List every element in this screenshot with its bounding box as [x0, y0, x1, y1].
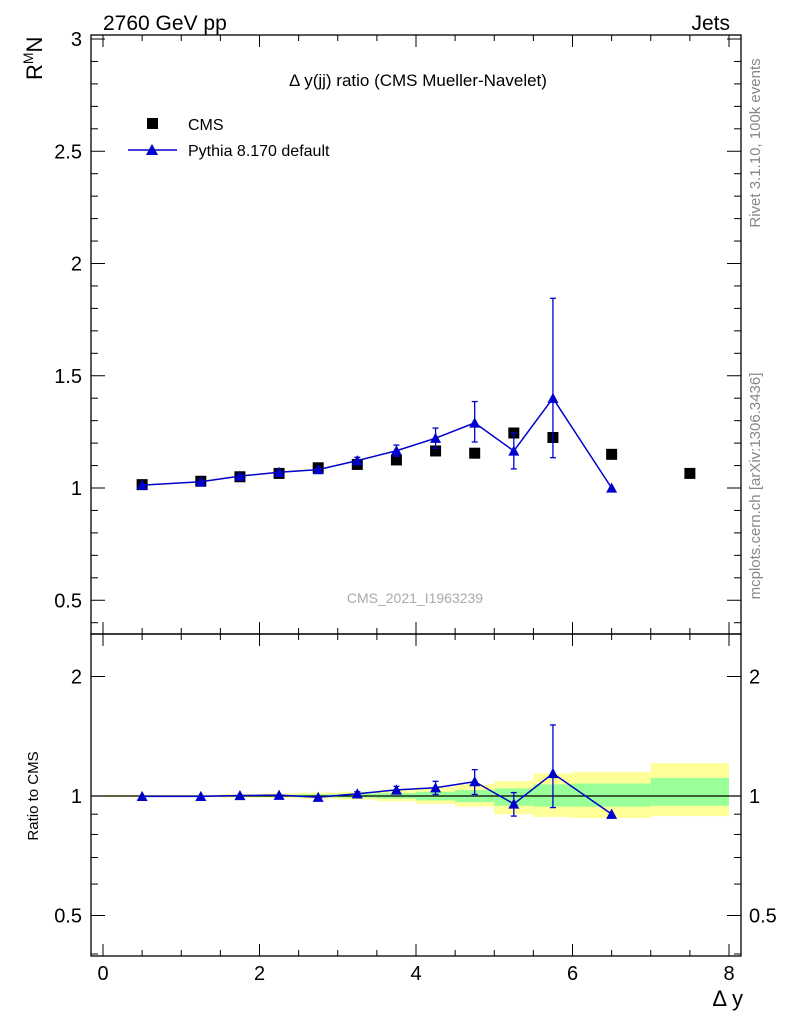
x-tick-label: 2: [254, 963, 265, 985]
y-tick-label-main: 3: [71, 29, 82, 51]
ratio-pythia-point: [312, 791, 324, 802]
y-tick-label-ratio-right: 0.5: [749, 906, 777, 928]
x-axis-label: Δ y: [712, 986, 743, 1011]
pythia-point: [606, 482, 618, 493]
y-axis-label-ratio: Ratio to CMS: [25, 751, 42, 840]
pythia-point: [234, 470, 246, 481]
x-tick-label: 4: [410, 963, 421, 985]
cms-point: [469, 447, 481, 459]
y-tick-label-ratio: 0.5: [54, 906, 82, 928]
x-tick-label: 0: [97, 963, 108, 985]
y-tick-label-main: 1.5: [54, 366, 82, 388]
ratio-pythia-point: [508, 798, 520, 809]
y-tick-label-ratio: 2: [71, 666, 82, 688]
ratio-pythia-point: [136, 790, 148, 802]
ratio-pythia-point: [606, 808, 618, 819]
rivet-info: Rivet 3.1.10, 100k events: [747, 58, 764, 227]
svg-text:RMN: RMN: [20, 37, 47, 80]
chart-layers: 0 2 4 6 8 0.5 1 1.5 2 2.5 3 0.5 0.5 1 1 2 2: [54, 29, 777, 985]
ratio-pythia-line: [142, 772, 613, 815]
pythia-point: [430, 432, 442, 443]
pythia-point: [469, 417, 481, 428]
ratio-pythia-point: [430, 782, 442, 793]
pythia-point: [351, 455, 363, 466]
pythia-line: [142, 396, 613, 489]
legend-cms-marker: [147, 118, 158, 129]
analysis-watermark: CMS_2021_I1963239: [347, 590, 483, 606]
y-tick-label-main: 2.5: [54, 141, 82, 163]
pythia-point: [547, 392, 559, 403]
energy-label: 2760 GeV pp: [103, 12, 227, 35]
y-tick-label-main: 2: [71, 254, 82, 276]
chart-title: Δ y(jj) ratio (CMS Mueller-Navelet): [289, 71, 547, 90]
legend-pythia-marker: [146, 144, 158, 155]
cms-point: [606, 448, 618, 460]
pythia-point: [136, 479, 148, 490]
ratio-pythia-point: [390, 784, 402, 795]
y-tick-label-main: 0.5: [54, 590, 82, 612]
ratio-pythia-point: [273, 789, 285, 800]
ratio-pythia-point: [351, 788, 363, 799]
source-info: mcplots.cern.ch [arXiv:1306.3436]: [747, 373, 764, 600]
legend-pythia-label: Pythia 8.170 default: [188, 143, 330, 160]
ratio-band-green: [650, 778, 729, 806]
y-axis-label-main: RMN: [20, 37, 47, 80]
x-tick-label: 6: [567, 963, 578, 985]
y-tick-label-main: 1: [71, 478, 82, 500]
pythia-point: [195, 476, 207, 487]
pythia-point: [508, 445, 520, 456]
pythia-point: [390, 445, 402, 456]
x-tick-label: 8: [723, 963, 734, 985]
process-label: Jets: [691, 12, 730, 35]
y-tick-label-ratio-right: 1: [749, 786, 760, 808]
y-tick-label-ratio-right: 2: [749, 666, 760, 688]
pythia-point: [312, 464, 324, 475]
y-tick-label-ratio: 1: [71, 786, 82, 808]
cms-point: [390, 454, 402, 466]
ratio-pythia-point: [195, 790, 207, 802]
ratio-pythia-point: [469, 776, 481, 787]
pythia-point: [273, 466, 285, 477]
cms-point: [430, 445, 442, 457]
legend-cms-label: CMS: [188, 117, 224, 134]
ratio-pythia-point: [234, 789, 246, 801]
cms-point: [684, 467, 696, 479]
ratio-pythia-point: [547, 767, 559, 779]
